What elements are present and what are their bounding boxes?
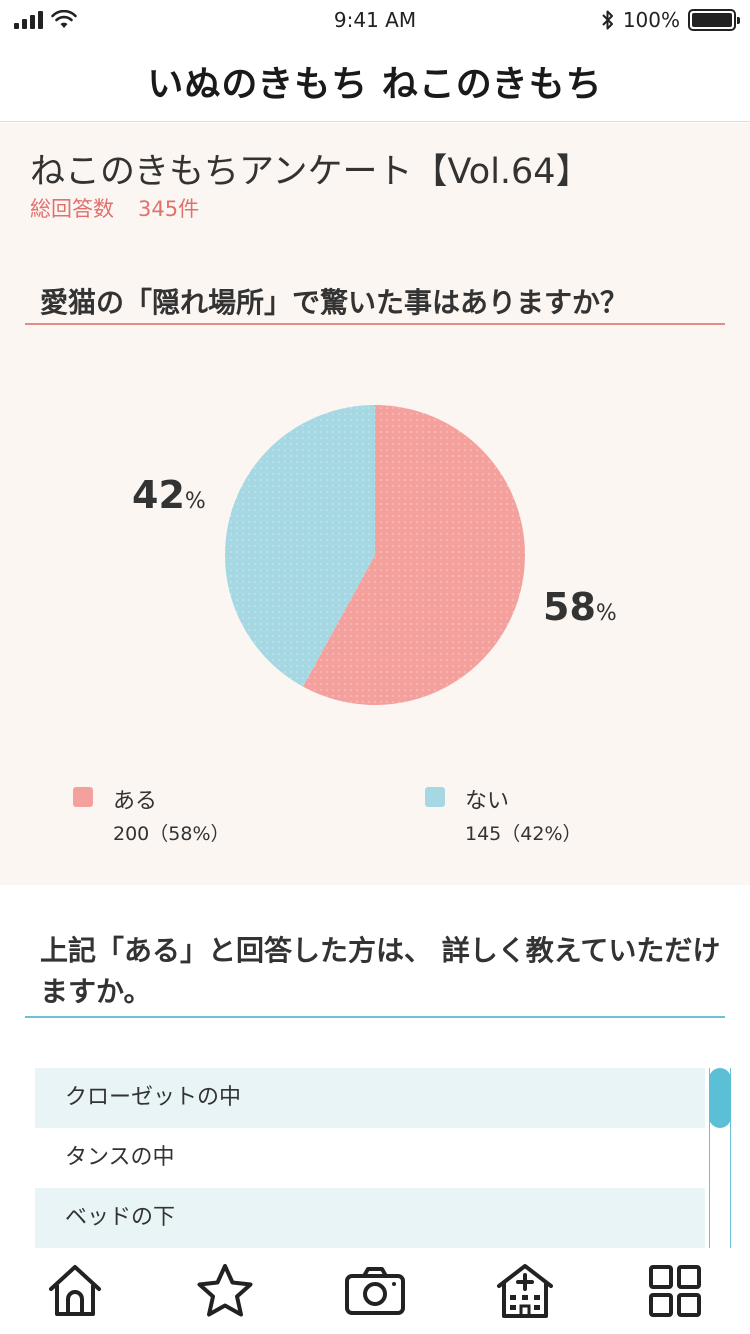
home-icon bbox=[49, 1265, 101, 1316]
list-item: ベッドの下 bbox=[35, 1188, 705, 1248]
nav-favorite-button[interactable] bbox=[185, 1256, 265, 1326]
scrollbar-track[interactable] bbox=[709, 1068, 731, 1248]
legend-value-aru: 200（58%） bbox=[113, 823, 230, 845]
bluetooth-icon bbox=[602, 10, 613, 30]
followup-divider bbox=[25, 1016, 725, 1018]
question-divider bbox=[25, 323, 725, 325]
bottom-nav bbox=[0, 1248, 750, 1334]
list-item: クローゼットの中 bbox=[35, 1068, 705, 1128]
app-logo[interactable]: いぬのきもち ねこのきもち bbox=[147, 63, 603, 105]
answer-list[interactable]: クローゼットの中 タンスの中 ベッドの下 bbox=[35, 1068, 705, 1248]
app-header: いぬのきもち ねこのきもち bbox=[0, 40, 750, 122]
status-right: 100% bbox=[516, 8, 740, 32]
survey-title: ねこのきもちアンケート【Vol.64】 bbox=[30, 152, 591, 192]
battery-percent: 100% bbox=[622, 8, 680, 32]
survey-question: 愛猫の「隠れ場所」で驚いた事はありますか？ bbox=[40, 286, 629, 319]
nav-camera-button[interactable] bbox=[335, 1256, 415, 1326]
status-left bbox=[14, 10, 214, 30]
grid-icon bbox=[649, 1265, 701, 1317]
scrollbar-thumb[interactable] bbox=[709, 1068, 731, 1128]
legend-swatch-aru bbox=[73, 787, 93, 807]
hospital-icon bbox=[497, 1264, 553, 1318]
legend-name-nai: ない bbox=[465, 789, 510, 814]
battery-fill bbox=[692, 13, 732, 27]
legend-swatch-nai bbox=[425, 787, 445, 807]
camera-icon bbox=[345, 1267, 405, 1315]
pie-slice-texture bbox=[225, 405, 375, 687]
survey-section: ねこのきもちアンケート【Vol.64】 総回答数 345件 愛猫の「隠れ場所」で驚… bbox=[0, 123, 750, 885]
followup-question: 上記「ある」と回答した方は、 詳しく教えていただけますか。 bbox=[40, 934, 721, 1008]
star-icon bbox=[197, 1264, 253, 1317]
list-item: タンスの中 bbox=[65, 1145, 175, 1170]
nav-menu-button[interactable] bbox=[635, 1256, 715, 1326]
legend-value-nai: 145（42%） bbox=[465, 823, 582, 845]
pie-label-aru: 58% bbox=[543, 585, 617, 629]
survey-total-value: 345件 bbox=[138, 197, 200, 221]
pie-slice-texture bbox=[302, 405, 525, 705]
pie-chart bbox=[225, 405, 525, 705]
wifi-icon bbox=[51, 10, 77, 28]
survey-total: 総回答数 345件 bbox=[30, 193, 199, 223]
nav-home-button[interactable] bbox=[35, 1256, 115, 1326]
nav-hospital-button[interactable] bbox=[485, 1256, 565, 1326]
survey-total-label: 総回答数 bbox=[30, 197, 114, 221]
battery-icon bbox=[688, 9, 740, 31]
signal-icon bbox=[14, 11, 43, 29]
status-bar: 9:41 AM 100% bbox=[0, 0, 750, 40]
legend-name-aru: ある bbox=[113, 789, 158, 814]
pie-label-nai: 42% bbox=[132, 473, 206, 517]
